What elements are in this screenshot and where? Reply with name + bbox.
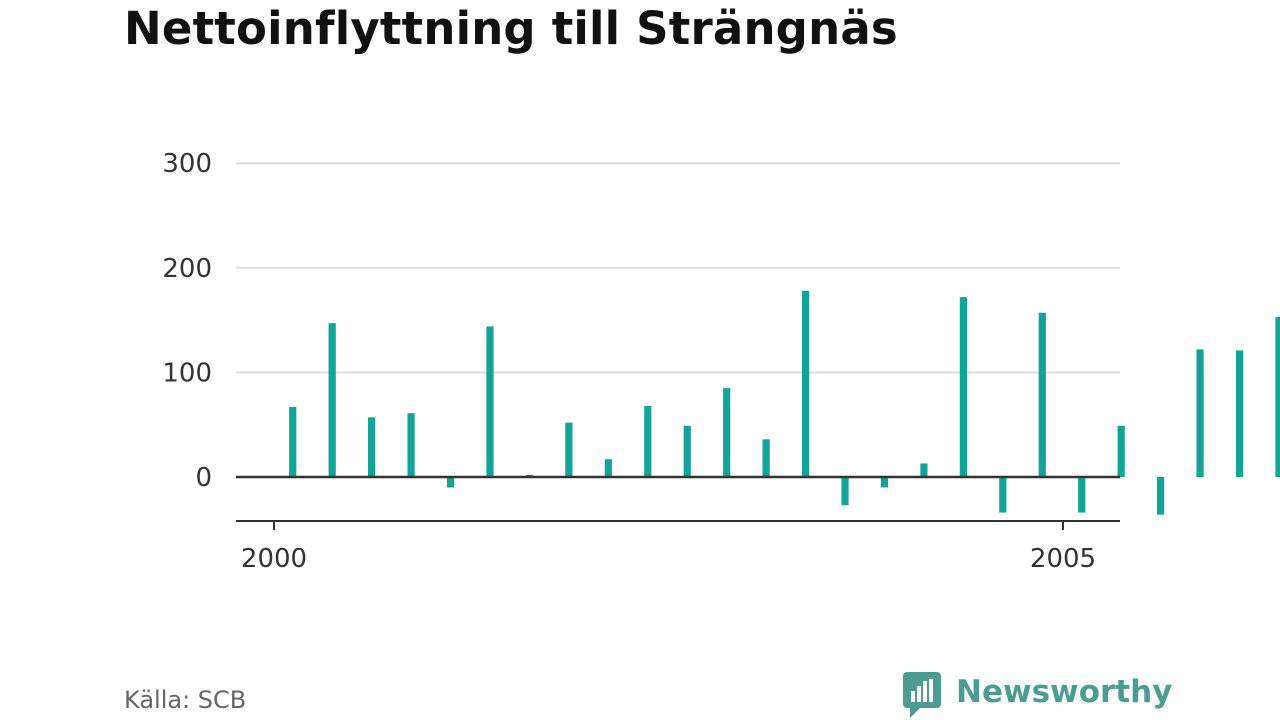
bar-11	[723, 388, 731, 477]
x-tick-label-2000: 2000	[241, 544, 307, 574]
bars	[289, 290, 1280, 515]
bar-20	[1078, 477, 1086, 513]
bar-25	[1275, 316, 1280, 477]
bar-24	[1235, 350, 1244, 477]
bar-21	[1117, 425, 1125, 477]
brand-name: Newsworthy	[956, 674, 1173, 710]
bar-14	[841, 477, 849, 506]
bar-16	[920, 463, 928, 477]
y-tick-label-200: 200	[162, 254, 212, 284]
x-tick-label-2005: 2005	[1030, 544, 1096, 574]
brand-logo[interactable]: Newsworthy	[902, 670, 1172, 720]
bar-0	[289, 406, 297, 477]
bar-2	[368, 417, 376, 477]
bar-3	[407, 413, 415, 477]
grid-lines	[236, 162, 1120, 374]
bar-10	[683, 425, 691, 477]
bar-17	[959, 297, 967, 477]
bar-13	[801, 290, 810, 477]
y-tick-label-0: 0	[195, 463, 212, 493]
bar-7	[565, 422, 573, 477]
bar-8	[604, 459, 612, 477]
axes	[236, 475, 1120, 530]
chart-title: Nettoinflyttning till Strängnäs	[124, 2, 898, 55]
bar-19	[1038, 312, 1046, 477]
y-tick-label-100: 100	[162, 358, 212, 388]
bar-18	[999, 477, 1007, 513]
tick-labels: 0100200300200020052010201520202025	[162, 149, 1096, 574]
bar-23	[1196, 349, 1204, 477]
bar-chart: 0100200300200020052010201520202025	[162, 149, 1280, 574]
bar-22	[1157, 477, 1165, 515]
newsworthy-logo-icon	[903, 672, 941, 718]
bar-4	[446, 477, 455, 488]
source-note: Källa: SCB	[124, 686, 247, 714]
y-tick-label-300: 300	[162, 149, 212, 179]
bar-15	[880, 477, 889, 488]
bar-5	[486, 326, 494, 477]
bar-9	[644, 405, 652, 477]
bar-12	[762, 439, 770, 477]
bar-1	[328, 323, 336, 477]
